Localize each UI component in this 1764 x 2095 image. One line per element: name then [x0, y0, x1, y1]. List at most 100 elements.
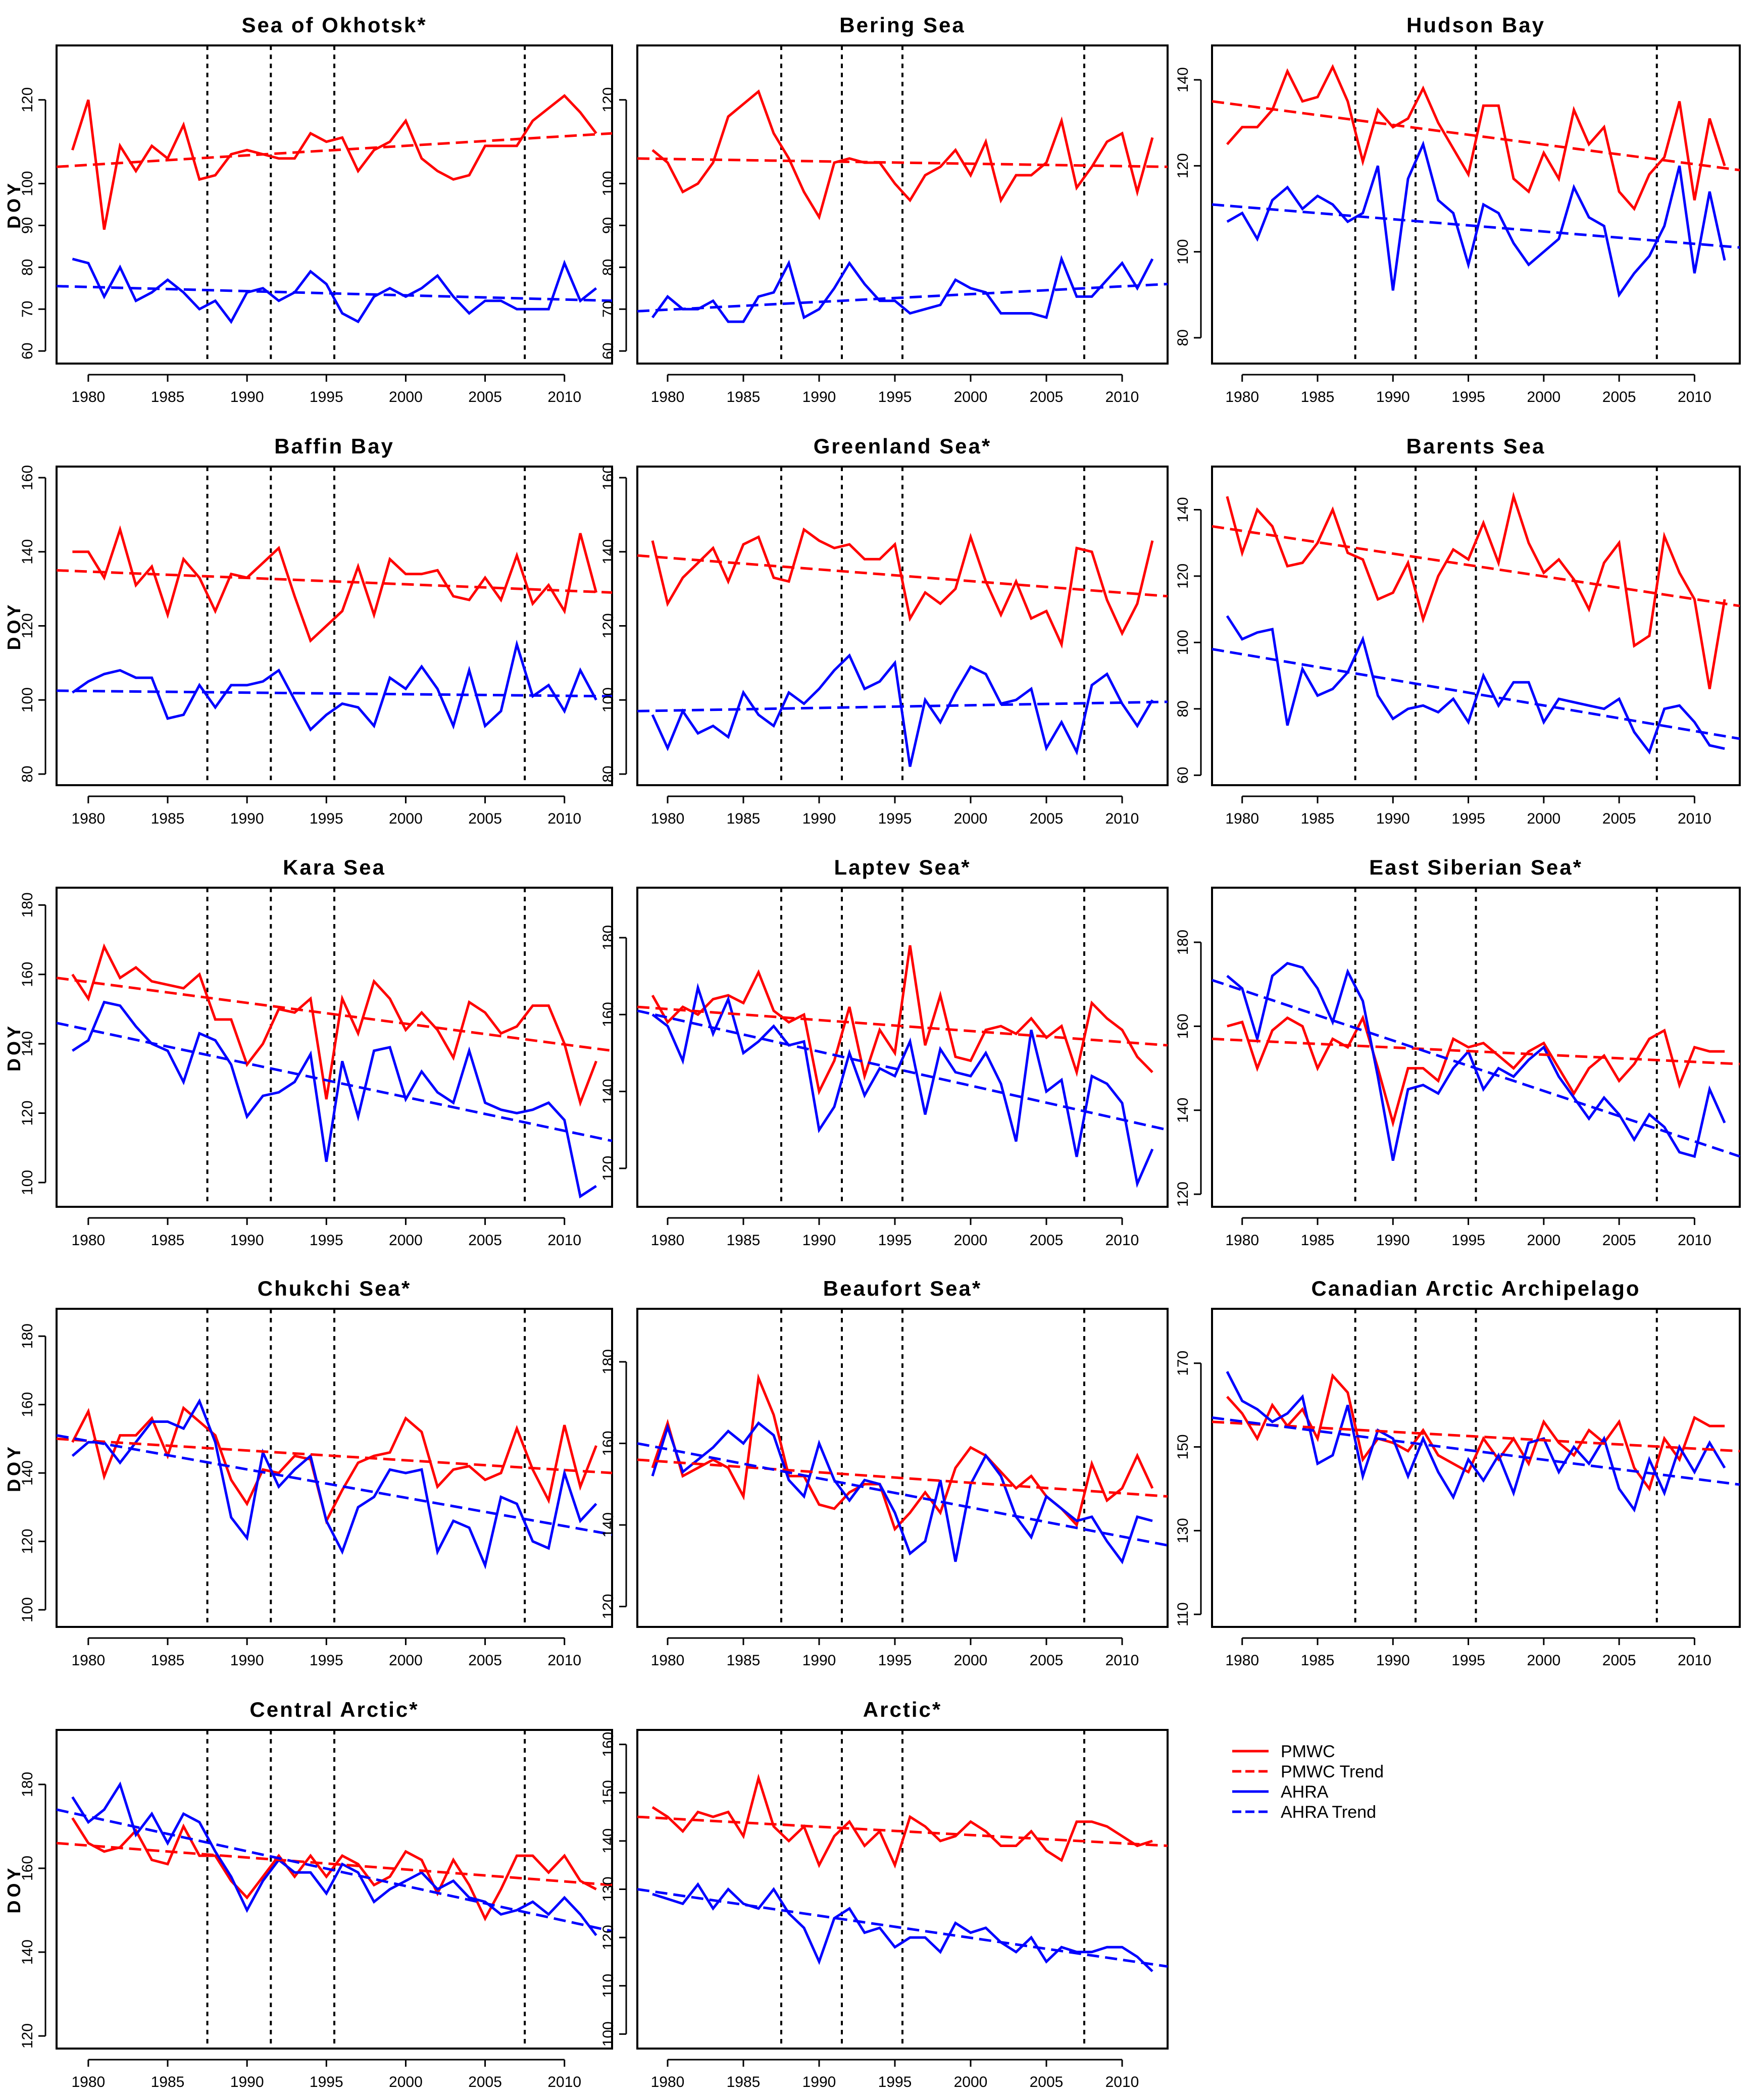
- pmwc-line: [651, 527, 1154, 649]
- x-tick-label: 1980: [71, 2074, 105, 2090]
- x-tick-label: 1980: [1225, 389, 1259, 405]
- pmwc-line: [71, 943, 597, 1107]
- y-tick-label: 180: [19, 1323, 36, 1349]
- y-tick-label: 100: [600, 171, 617, 196]
- y-tick-label: 100: [19, 171, 36, 196]
- x-tick-label: 2000: [1527, 1652, 1560, 1669]
- x-tick-label: 1990: [230, 1232, 264, 1249]
- pmwc-trend-line: [637, 157, 1168, 168]
- ahra-trend-line: [1212, 1416, 1740, 1486]
- x-tick-label: 2005: [1602, 810, 1636, 827]
- x-tick-label: 2005: [468, 1652, 502, 1669]
- x-tick-label: 1990: [230, 2074, 264, 2090]
- x-tick-label: 1990: [802, 1652, 836, 1669]
- y-tick-label: 140: [19, 1031, 36, 1056]
- x-tick-label: 1990: [230, 389, 264, 405]
- y-tick-label: 140: [1175, 67, 1191, 92]
- x-tick-label: 2010: [547, 389, 581, 405]
- y-axis-label: DOY: [4, 1023, 24, 1071]
- panel-title: Sea of Okhotsk*: [241, 13, 427, 37]
- x-tick-label: 1990: [1376, 1232, 1410, 1249]
- ahra-trend-line: [637, 700, 1168, 712]
- legend-label: PMWC: [1281, 1742, 1335, 1761]
- x-tick-label: 2005: [1602, 1232, 1636, 1249]
- x-tick-label: 1980: [71, 389, 105, 405]
- x-tick-label: 2000: [1527, 389, 1560, 405]
- x-tick-label: 1990: [1376, 810, 1410, 827]
- x-tick-label: 2010: [547, 1232, 581, 1249]
- x-tick-label: 1985: [727, 2074, 761, 2090]
- x-tick-label: 1995: [878, 389, 912, 405]
- x-tick-label: 1985: [151, 389, 185, 405]
- y-tick-label: 160: [600, 1431, 617, 1456]
- ahra-line: [72, 1000, 597, 1199]
- pmwc-trend-line: [56, 977, 613, 1052]
- panel-title: Central Arctic*: [249, 1698, 419, 1721]
- panel-9: East Siberian Sea* 1980 1985 1990 1995 2000 20…: [1175, 855, 1741, 1249]
- x-tick-label: 2010: [1678, 1232, 1711, 1249]
- x-tick-label: 1990: [230, 1652, 264, 1669]
- ahra-line: [1226, 961, 1726, 1161]
- y-tick-label: 100: [600, 2021, 617, 2047]
- x-tick-label: 2010: [1678, 810, 1711, 827]
- ahra-line: [651, 653, 1154, 767]
- x-tick-label: 2000: [954, 2074, 988, 2090]
- x-tick-label: 1995: [878, 810, 912, 827]
- x-tick-label: 2010: [1105, 810, 1139, 827]
- y-tick-label: 130: [1175, 1518, 1191, 1543]
- legend-label: AHRA Trend: [1281, 1803, 1376, 1822]
- x-tick-label: 1985: [727, 1232, 761, 1249]
- x-tick-label: 1990: [802, 810, 836, 827]
- x-tick-label: 1980: [1225, 1232, 1259, 1249]
- x-tick-label: 1980: [651, 389, 685, 405]
- y-tick-label: 120: [600, 1594, 617, 1619]
- x-tick-label: 1985: [1301, 1652, 1335, 1669]
- y-tick-label: 100: [1175, 239, 1191, 265]
- x-tick-label: 2000: [389, 1232, 423, 1249]
- y-tick-label: 150: [1175, 1435, 1191, 1460]
- y-tick-label: 100: [1175, 630, 1191, 655]
- y-tick-label: 180: [1175, 930, 1191, 955]
- y-axis-label: DOY: [4, 601, 24, 650]
- pmwc-trend-line: [56, 1437, 613, 1474]
- ahra-line: [71, 639, 597, 732]
- x-tick-label: 1995: [878, 2074, 912, 2090]
- x-tick-label: 1995: [310, 1232, 343, 1249]
- y-tick-label: 100: [19, 1597, 36, 1622]
- x-tick-label: 2000: [389, 389, 423, 405]
- x-tick-label: 2005: [1602, 1652, 1636, 1669]
- x-tick-label: 1990: [1376, 389, 1410, 405]
- pmwc-line: [1226, 491, 1726, 689]
- x-tick-label: 1995: [1451, 810, 1485, 827]
- x-tick-label: 2005: [1030, 1652, 1064, 1669]
- y-tick-label: 120: [1175, 1182, 1191, 1207]
- y-tick-label: 60: [600, 342, 617, 359]
- y-tick-label: 80: [1175, 700, 1191, 717]
- y-tick-label: 100: [19, 687, 36, 712]
- pmwc-trend-line: [1212, 1420, 1740, 1453]
- y-tick-label: 80: [1175, 329, 1191, 346]
- y-tick-label: 160: [1175, 1013, 1191, 1039]
- ahra-trend-line: [56, 1021, 613, 1142]
- x-tick-label: 1980: [71, 1232, 105, 1249]
- x-tick-label: 2000: [954, 810, 988, 827]
- ahra-line: [72, 258, 597, 324]
- x-tick-label: 2005: [1030, 2074, 1064, 2090]
- x-tick-label: 2000: [954, 389, 988, 405]
- x-tick-label: 1985: [151, 810, 185, 827]
- x-tick-label: 2005: [468, 389, 502, 405]
- x-tick-label: 1990: [802, 389, 836, 405]
- pmwc-trend-line: [637, 1458, 1168, 1498]
- pmwc-line: [651, 1773, 1153, 1869]
- x-tick-label: 1990: [802, 2074, 836, 2090]
- x-tick-label: 2005: [1030, 810, 1064, 827]
- y-tick-label: 180: [19, 892, 36, 917]
- x-tick-label: 1995: [310, 1652, 343, 1669]
- y-tick-label: 160: [19, 1856, 36, 1881]
- x-tick-label: 2010: [547, 810, 581, 827]
- x-tick-label: 2000: [954, 1652, 988, 1669]
- panel-title: Barents Sea: [1406, 434, 1546, 458]
- pmwc-trend-line: [56, 569, 613, 594]
- panel-title: Canadian Arctic Archipelago: [1311, 1276, 1640, 1300]
- x-tick-label: 1985: [1301, 1232, 1335, 1249]
